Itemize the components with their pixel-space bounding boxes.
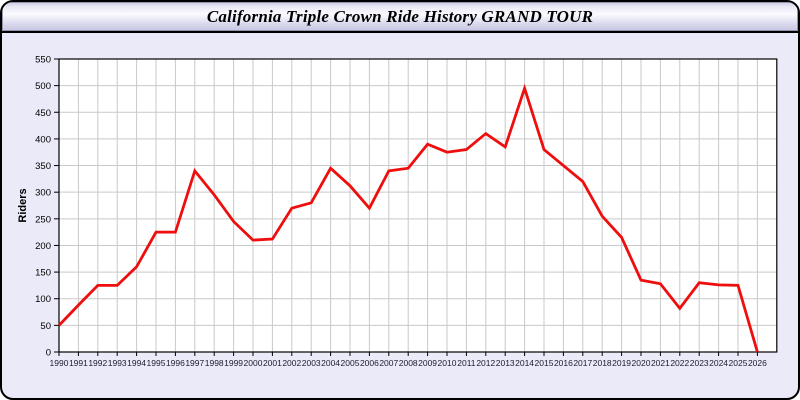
- plot-border: [58, 58, 778, 353]
- svg-text:2008: 2008: [399, 358, 418, 368]
- svg-text:2019: 2019: [612, 358, 631, 368]
- y-axis-ticks: [54, 58, 59, 353]
- y-axis-labels: 0 50 100 150 200 250 300 350 400 450 500 550: [35, 55, 51, 359]
- x-axis-ticks: [58, 352, 758, 356]
- svg-text:350: 350: [35, 161, 51, 172]
- svg-text:1996: 1996: [166, 358, 185, 368]
- svg-text:400: 400: [35, 134, 51, 145]
- svg-text:2017: 2017: [573, 358, 592, 368]
- svg-text:2025: 2025: [729, 358, 748, 368]
- svg-text:1995: 1995: [147, 358, 166, 368]
- svg-text:2006: 2006: [360, 358, 379, 368]
- chart-region: 1990 1991 1992 1993 1994 1995 1996 1997 1998 1999…: [2, 33, 798, 398]
- svg-text:2018: 2018: [593, 358, 612, 368]
- svg-text:2000: 2000: [244, 358, 263, 368]
- x-axis-labels: 1990 1991 1992 1993 1994 1995 1996 1997 1998 1999…: [50, 358, 768, 368]
- svg-text:100: 100: [35, 294, 51, 305]
- title-bar: California Triple Crown Ride History GRA…: [2, 2, 798, 33]
- svg-text:250: 250: [35, 214, 51, 225]
- svg-text:2002: 2002: [282, 358, 301, 368]
- y-axis-title: Riders: [17, 188, 29, 222]
- ride-history-line-chart: 1990 1991 1992 1993 1994 1995 1996 1997 1998 1999…: [17, 55, 778, 368]
- svg-text:300: 300: [35, 188, 51, 199]
- svg-text:0: 0: [46, 348, 51, 359]
- svg-text:2020: 2020: [632, 358, 651, 368]
- svg-text:2023: 2023: [690, 358, 709, 368]
- svg-text:1992: 1992: [88, 358, 107, 368]
- grid: [59, 59, 777, 352]
- svg-text:1998: 1998: [205, 358, 224, 368]
- svg-text:200: 200: [35, 241, 51, 252]
- svg-text:2005: 2005: [341, 358, 360, 368]
- svg-text:2024: 2024: [709, 358, 728, 368]
- svg-text:450: 450: [35, 108, 51, 119]
- svg-text:1999: 1999: [224, 358, 243, 368]
- svg-text:50: 50: [40, 321, 51, 332]
- svg-text:2022: 2022: [670, 358, 689, 368]
- svg-text:550: 550: [35, 55, 51, 66]
- riders-series-line: [57, 83, 759, 353]
- svg-text:2011: 2011: [457, 358, 476, 368]
- svg-text:1994: 1994: [127, 358, 146, 368]
- svg-text:1993: 1993: [108, 358, 127, 368]
- svg-text:2007: 2007: [379, 358, 398, 368]
- svg-text:2013: 2013: [496, 358, 515, 368]
- svg-text:2004: 2004: [321, 358, 340, 368]
- svg-text:500: 500: [35, 81, 51, 92]
- svg-text:2009: 2009: [418, 358, 437, 368]
- svg-text:2015: 2015: [535, 358, 554, 368]
- svg-text:1991: 1991: [69, 358, 88, 368]
- svg-text:2010: 2010: [438, 358, 457, 368]
- svg-text:2016: 2016: [554, 358, 573, 368]
- chart-title: California Triple Crown Ride History GRA…: [206, 6, 594, 26]
- svg-text:2026: 2026: [748, 358, 767, 368]
- svg-text:1997: 1997: [185, 358, 204, 368]
- svg-text:2014: 2014: [515, 358, 534, 368]
- plot-area: [59, 59, 777, 352]
- svg-text:2012: 2012: [476, 358, 495, 368]
- svg-text:2001: 2001: [263, 358, 282, 368]
- svg-text:2021: 2021: [651, 358, 670, 368]
- svg-text:2003: 2003: [302, 358, 321, 368]
- svg-text:150: 150: [35, 268, 51, 279]
- svg-text:1990: 1990: [50, 358, 69, 368]
